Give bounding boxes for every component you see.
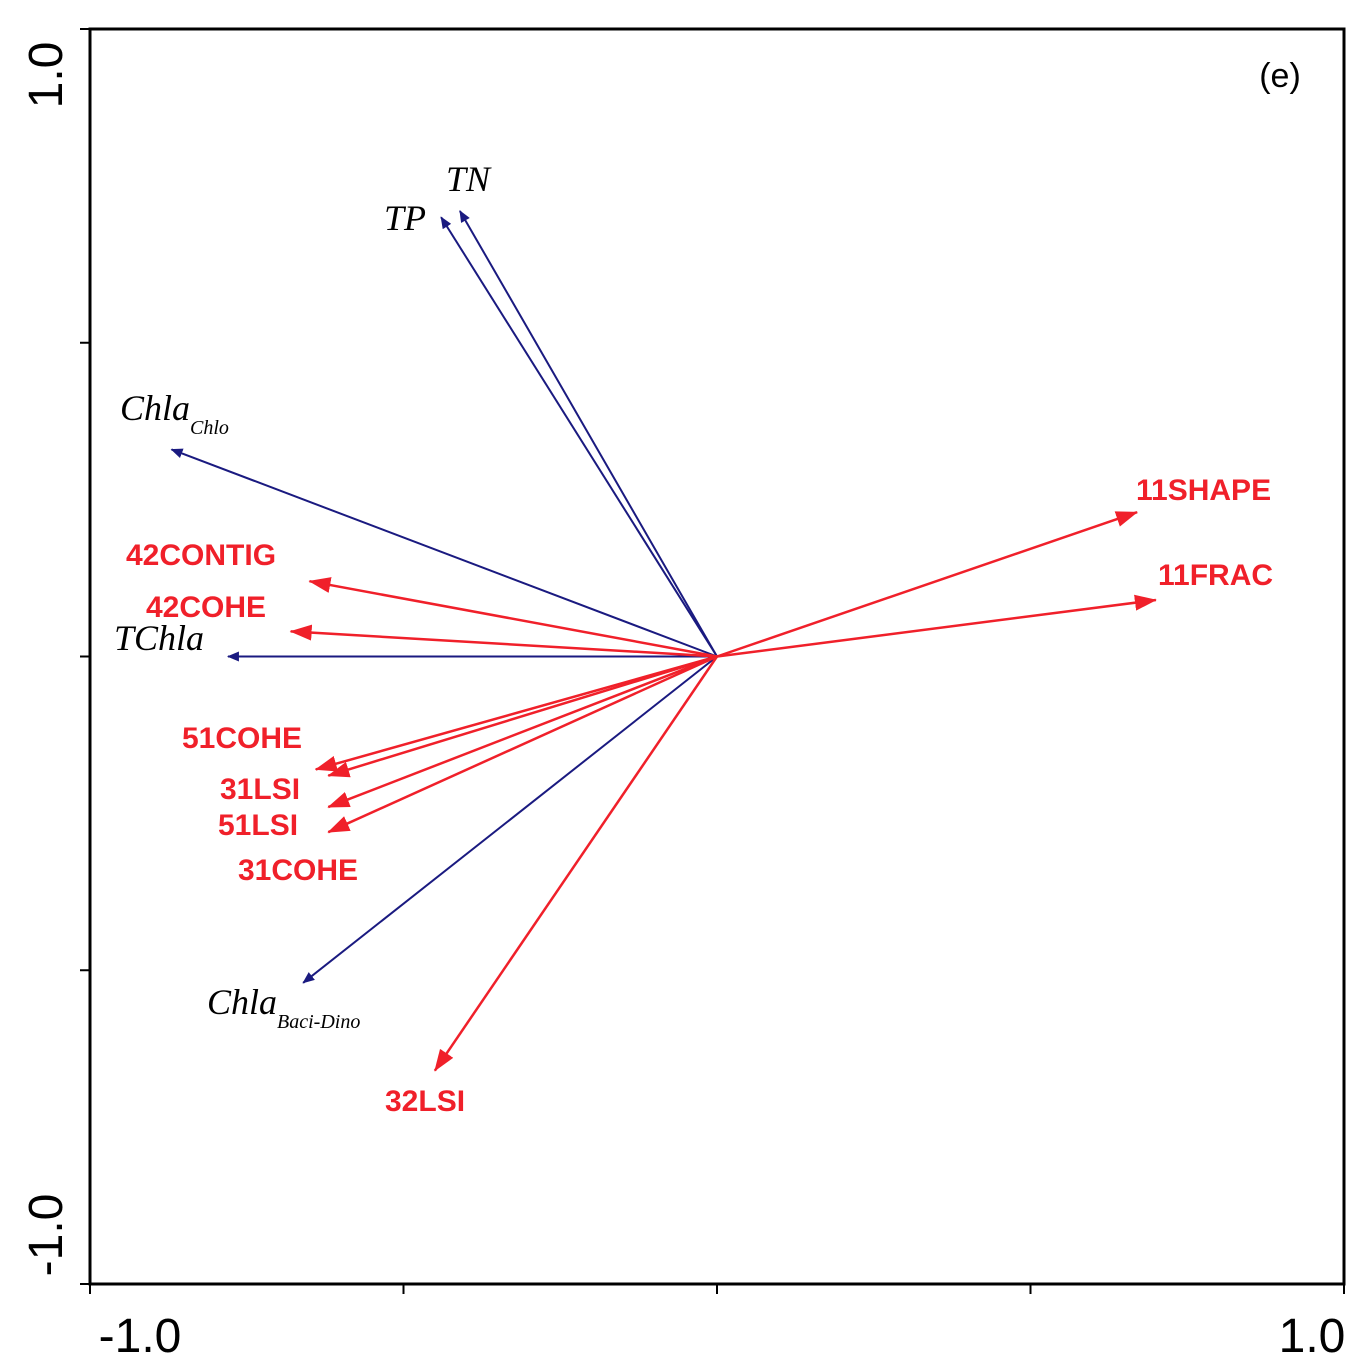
label-11frac: 11FRAC xyxy=(1158,559,1273,592)
biplot-arrows xyxy=(170,210,1157,1072)
y-tick-label-max: 1.0 xyxy=(20,42,73,109)
label-chla-chlo-main: Chla xyxy=(120,388,190,428)
y-tick-label-min: -1.0 xyxy=(20,1194,73,1277)
label-tn: TN xyxy=(446,159,492,199)
arrow-42contig xyxy=(308,577,718,658)
label-31lsi: 31LSI xyxy=(220,773,300,806)
arrow-11frac xyxy=(716,594,1157,658)
arrow-42cohe xyxy=(289,624,718,658)
label-tn-main: TN xyxy=(446,159,492,199)
label-tp-main: TP xyxy=(384,198,426,238)
label-chla-baci-dino-sub: Baci-Dino xyxy=(277,1011,360,1033)
arrow-tp xyxy=(440,216,718,658)
label-11shape: 11SHAPE xyxy=(1136,474,1271,507)
arrow-tn xyxy=(459,210,718,657)
x-tick-label-max: 1.0 xyxy=(1279,1310,1346,1363)
label-tp: TP xyxy=(384,198,426,238)
label-tchla: TChla xyxy=(114,618,204,658)
arrow-51lsi xyxy=(327,655,718,809)
label-31cohe: 31COHE xyxy=(238,854,358,887)
x-tick-label-min: -1.0 xyxy=(99,1310,182,1363)
label-42contig: 42CONTIG xyxy=(126,539,276,572)
label-51lsi: 51LSI xyxy=(218,809,298,842)
arrow-chla-chlo xyxy=(170,448,718,658)
arrow-11shape xyxy=(716,510,1139,658)
arrow-32lsi xyxy=(433,655,719,1072)
label-51cohe: 51COHE xyxy=(182,722,302,755)
label-32lsi: 32LSI xyxy=(385,1085,465,1118)
label-chla-chlo-sub: Chlo xyxy=(190,417,229,439)
label-chla-baci-dino-main: Chla xyxy=(207,982,277,1022)
panel-label: (e) xyxy=(1259,57,1301,95)
label-chla-baci-dino: ChlaBaci-Dino xyxy=(207,982,360,1033)
response-labels: TN TP ChlaChlo TChla ChlaBaci-Dino xyxy=(114,159,492,1033)
arrow-31lsi xyxy=(327,655,718,778)
axis-tick-labels: -1.0 1.0 1.0 -1.0 xyxy=(20,42,1345,1363)
label-42cohe: 42COHE xyxy=(146,591,266,624)
arrow-51cohe xyxy=(314,655,718,772)
axis-ticks xyxy=(80,28,1345,1294)
explanatory-labels: 11SHAPE 11FRAC 42CONTIG 42COHE 51COHE 31… xyxy=(126,474,1273,1118)
label-tchla-main: TChla xyxy=(114,618,204,658)
label-chla-chlo: ChlaChlo xyxy=(120,388,229,439)
arrow-31cohe xyxy=(327,655,718,834)
arrow-chla-baci-dino xyxy=(302,655,718,984)
